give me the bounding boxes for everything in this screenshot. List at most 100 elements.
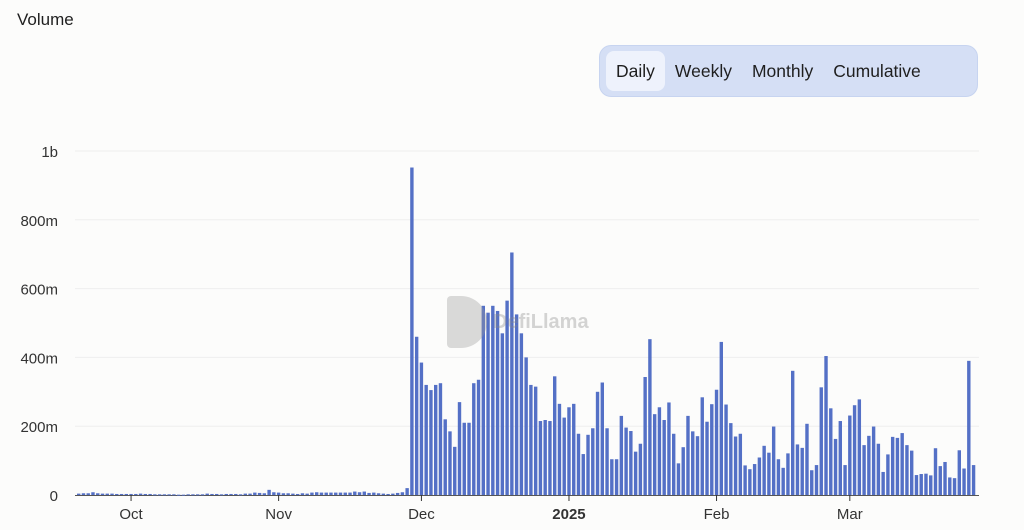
- bar: [938, 466, 942, 495]
- bar: [876, 443, 881, 495]
- y-tick-label: 800m: [20, 213, 58, 230]
- bar: [324, 492, 328, 495]
- bar: [419, 362, 424, 495]
- bar: [695, 436, 700, 495]
- bar: [300, 493, 305, 495]
- bar: [524, 357, 528, 495]
- bar: [567, 407, 571, 495]
- bar: [810, 470, 814, 495]
- bar: [871, 426, 876, 495]
- bar: [971, 465, 976, 495]
- bar: [453, 446, 457, 495]
- bar: [386, 493, 390, 495]
- bar: [543, 420, 547, 495]
- bar: [519, 333, 524, 495]
- bar: [748, 469, 752, 495]
- bar: [857, 399, 862, 495]
- bar: [729, 423, 733, 495]
- y-tick-label: 1b: [41, 144, 58, 161]
- bar: [281, 493, 286, 495]
- bar: [948, 477, 952, 495]
- watermark-text: DefiLlama: [493, 310, 589, 333]
- bar: [919, 474, 923, 495]
- bar: [624, 427, 628, 495]
- bar: [890, 436, 895, 495]
- bar: [186, 494, 190, 496]
- bar: [395, 492, 400, 495]
- bar: [724, 404, 728, 495]
- bar: [595, 391, 600, 495]
- bar: [667, 402, 671, 495]
- bar: [167, 494, 171, 496]
- bar: [700, 397, 704, 495]
- bar: [710, 404, 714, 495]
- bar: [933, 448, 938, 495]
- bar: [881, 471, 885, 495]
- bar: [272, 492, 276, 495]
- bar: [414, 336, 419, 495]
- bar: [686, 415, 690, 495]
- chart-title: Volume: [17, 10, 74, 29]
- bar: [638, 443, 643, 495]
- toggle-weekly-button[interactable]: Weekly: [665, 51, 742, 91]
- bar: [862, 445, 866, 495]
- bar: [676, 463, 681, 495]
- bar: [805, 423, 809, 495]
- bar: [648, 339, 652, 495]
- bar: [629, 431, 633, 495]
- toggle-daily-button[interactable]: Daily: [606, 51, 665, 91]
- bar: [967, 360, 971, 495]
- bar: [253, 492, 257, 495]
- toggle-cumulative-button[interactable]: Cumulative: [823, 51, 931, 91]
- bar: [438, 383, 443, 495]
- bar: [372, 492, 376, 495]
- bar: [129, 493, 133, 495]
- bar: [224, 493, 228, 495]
- bar: [819, 387, 823, 495]
- bar: [81, 493, 86, 495]
- bar: [576, 433, 581, 495]
- bar: [176, 494, 181, 496]
- bar: [838, 421, 842, 495]
- bar: [548, 421, 552, 495]
- bar: [767, 452, 771, 495]
- bar: [200, 494, 205, 496]
- bar: [429, 390, 433, 495]
- bar: [243, 493, 247, 495]
- bar: [771, 426, 776, 495]
- x-tick-label: Oct: [119, 506, 143, 523]
- bar: [733, 436, 738, 495]
- bar: [405, 488, 409, 495]
- bar: [148, 493, 152, 495]
- bar: [800, 447, 804, 495]
- bar: [743, 465, 747, 495]
- bar: [115, 493, 119, 495]
- bar: [219, 494, 224, 496]
- period-toggle: Daily Weekly Monthly Cumulative: [599, 45, 978, 97]
- bar: [795, 444, 800, 495]
- bar: [591, 428, 595, 495]
- bar: [829, 408, 833, 495]
- bar: [910, 450, 914, 495]
- bar: [852, 405, 857, 495]
- bar: [486, 312, 490, 495]
- bar: [238, 494, 243, 496]
- bar: [191, 494, 195, 496]
- bar: [952, 478, 957, 495]
- bar: [357, 492, 362, 495]
- bar: [162, 494, 167, 496]
- bar: [338, 492, 343, 495]
- bar: [334, 492, 338, 495]
- bar: [295, 493, 300, 495]
- bar: [391, 493, 395, 495]
- bar: [929, 475, 933, 495]
- x-tick-label: 2025: [552, 506, 585, 523]
- bar: [553, 376, 557, 495]
- bar: [514, 314, 519, 495]
- bar: [424, 384, 428, 495]
- bar: [91, 492, 95, 495]
- bar: [791, 370, 795, 495]
- bar: [376, 493, 381, 495]
- toggle-monthly-button[interactable]: Monthly: [742, 51, 823, 91]
- bar: [381, 493, 386, 495]
